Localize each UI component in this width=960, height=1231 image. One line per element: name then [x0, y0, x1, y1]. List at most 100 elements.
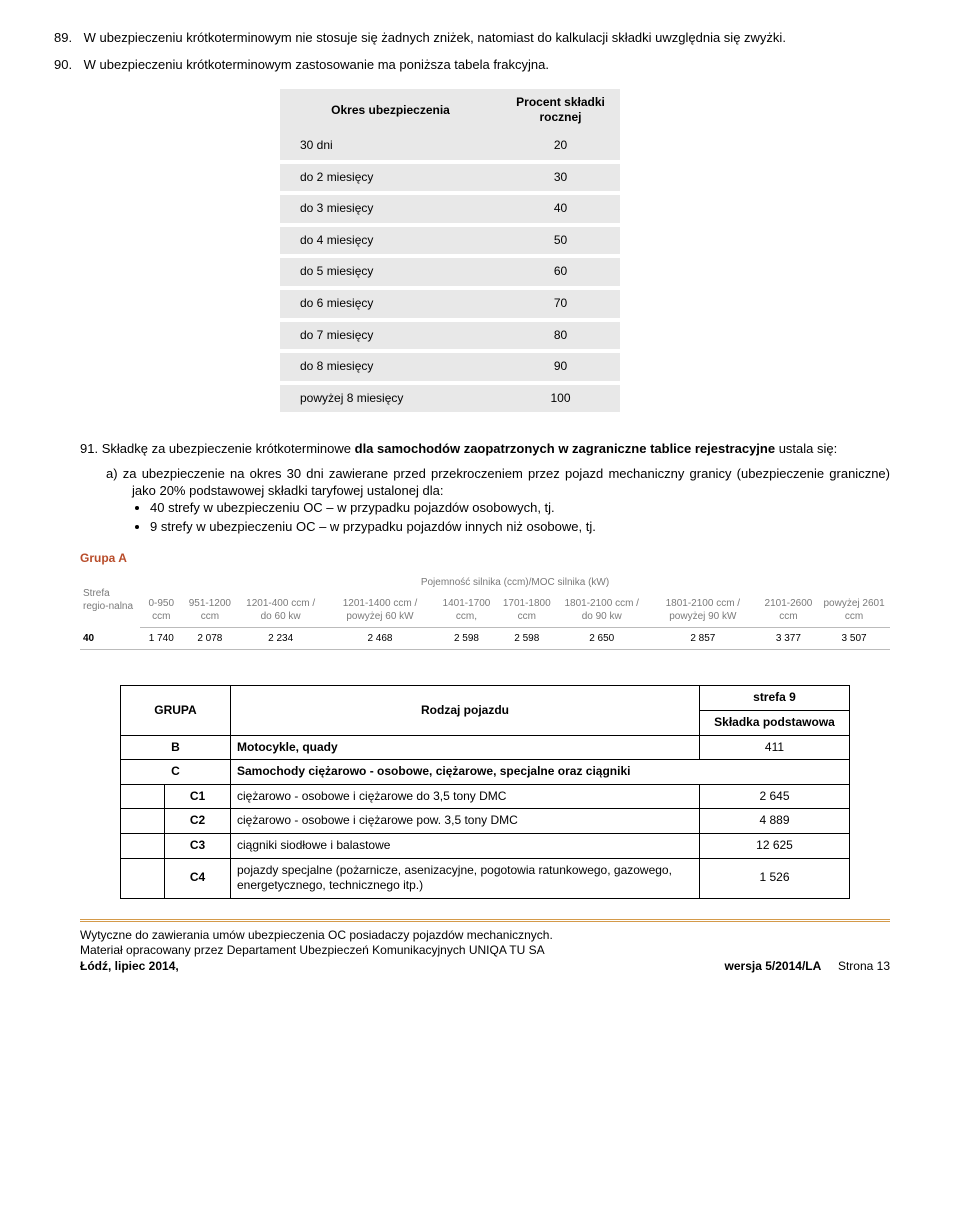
item-a-text: za ubezpieczenie na okres 30 dni zawiera… — [123, 466, 890, 498]
para91-prefix: Składkę za ubezpieczenie krótkoterminowe — [102, 441, 355, 456]
col-engine: 1201-1400 ccm / powyżej 60 kW — [324, 593, 436, 628]
cell-period: 30 dni — [280, 132, 501, 160]
cell-premium: 12 625 — [700, 833, 850, 858]
footer-version: wersja 5/2014/LA — [725, 959, 822, 973]
col-strefa9: strefa 9 — [700, 686, 850, 711]
cell-type: Motocykle, quady — [231, 735, 700, 760]
col-engine: 1401-1700 ccm, — [436, 593, 497, 628]
para91-bullets: 40 strefy w ubezpieczeniu OC – w przypad… — [150, 500, 890, 536]
cell-value: 1 740 — [140, 628, 183, 650]
cell-value: 2 650 — [556, 628, 646, 650]
cell-percent: 30 — [501, 164, 620, 192]
table-row: C4pojazdy specjalne (pożarnicze, aseniza… — [121, 858, 850, 898]
table-row: CSamochody ciężarowo - osobowe, ciężarow… — [121, 760, 850, 785]
cell-empty — [121, 858, 165, 898]
paragraph-91: 91. Składkę za ubezpieczenie krótkotermi… — [80, 441, 890, 458]
cell-period: powyżej 8 miesięcy — [280, 385, 501, 413]
table-row: C1ciężarowo - osobowe i ciężarowe do 3,5… — [121, 784, 850, 809]
table-grupa-a: Strefa regio-nalna Pojemność silnika (cc… — [80, 572, 890, 650]
col-engine: powyżej 2601 ccm — [818, 593, 890, 628]
cell-period: do 4 miesięcy — [280, 227, 501, 255]
cell-value: 2 857 — [647, 628, 759, 650]
table-row: do 2 miesięcy30 — [280, 164, 620, 192]
col-engine: 1801-2100 ccm / powyżej 90 kW — [647, 593, 759, 628]
para-num: 91. — [80, 441, 98, 456]
cell-percent: 80 — [501, 322, 620, 350]
table-row: do 6 miesięcy70 — [280, 290, 620, 318]
cell-value: 2 598 — [436, 628, 497, 650]
col-rodzaj: Rodzaj pojazdu — [231, 686, 700, 735]
paragraph-89: 89. W ubezpieczeniu krótkoterminowym nie… — [80, 30, 890, 47]
cell-period: do 8 miesięcy — [280, 353, 501, 381]
footer-line1: Wytyczne do zawierania umów ubezpieczeni… — [80, 928, 890, 944]
cell-premium: 411 — [700, 735, 850, 760]
cell-group: C3 — [165, 833, 231, 858]
item-a-label: a) — [106, 466, 118, 481]
col-group-header: Pojemność silnika (ccm)/MOC silnika (kW) — [140, 572, 890, 593]
grupa-a-title: Grupa A — [80, 551, 890, 567]
table-row: do 5 miesięcy60 — [280, 258, 620, 286]
cell-empty — [121, 809, 165, 834]
cell-value: 2 234 — [237, 628, 324, 650]
col-engine: 1801-2100 ccm / do 90 kw — [556, 593, 646, 628]
col-strefa-label: Strefa regio-nalna — [80, 572, 140, 628]
cell-value: 3 377 — [759, 628, 818, 650]
col-engine: 0-950 ccm — [140, 593, 183, 628]
cell-percent: 50 — [501, 227, 620, 255]
cell-zone: 40 — [80, 628, 140, 650]
cell-group: B — [121, 735, 231, 760]
col-okres: Okres ubezpieczenia — [280, 89, 501, 132]
footer: Wytyczne do zawierania umów ubezpieczeni… — [80, 919, 890, 975]
cell-empty — [121, 784, 165, 809]
cell-percent: 90 — [501, 353, 620, 381]
col-skladka: Składka podstawowa — [700, 710, 850, 735]
cell-group: C — [121, 760, 231, 785]
table-row: do 7 miesięcy80 — [280, 322, 620, 350]
cell-premium: 4 889 — [700, 809, 850, 834]
para91-mid: ustala się: — [775, 441, 837, 456]
cell-percent: 60 — [501, 258, 620, 286]
para91-item-a: a) za ubezpieczenie na okres 30 dni zawi… — [80, 466, 890, 500]
cell-premium: 2 645 — [700, 784, 850, 809]
cell-type: ciągniki siodłowe i balastowe — [231, 833, 700, 858]
cell-type: ciężarowo - osobowe i ciężarowe do 3,5 t… — [231, 784, 700, 809]
para-text: W ubezpieczeniu krótkoterminowym nie sto… — [84, 30, 786, 45]
cell-group: C1 — [165, 784, 231, 809]
cell-period: do 6 miesięcy — [280, 290, 501, 318]
cell-group: C2 — [165, 809, 231, 834]
table-row: BMotocykle, quady411 — [121, 735, 850, 760]
table-grupa-bc: GRUPA Rodzaj pojazdu strefa 9 Składka po… — [120, 685, 850, 898]
col-grupa: GRUPA — [121, 686, 231, 735]
cell-percent: 20 — [501, 132, 620, 160]
col-engine: 951-1200 ccm — [183, 593, 238, 628]
cell-period: do 7 miesięcy — [280, 322, 501, 350]
bullet-item: 9 strefy w ubezpieczeniu OC – w przypadk… — [150, 519, 890, 536]
paragraph-90: 90. W ubezpieczeniu krótkoterminowym zas… — [80, 57, 890, 74]
cell-percent: 40 — [501, 195, 620, 223]
footer-line2: Materiał opracowany przez Departament Ub… — [80, 943, 890, 959]
cell-premium: 1 526 — [700, 858, 850, 898]
cell-group: C4 — [165, 858, 231, 898]
table-row: do 3 miesięcy40 — [280, 195, 620, 223]
cell-value: 2 468 — [324, 628, 436, 650]
col-procent: Procent składki rocznej — [501, 89, 620, 132]
table-row: C2ciężarowo - osobowe i ciężarowe pow. 3… — [121, 809, 850, 834]
table-row: powyżej 8 miesięcy100 — [280, 385, 620, 413]
table-row: C3ciągniki siodłowe i balastowe12 625 — [121, 833, 850, 858]
table-period-premium: Okres ubezpieczenia Procent składki rocz… — [280, 89, 620, 417]
cell-value: 3 507 — [818, 628, 890, 650]
table-row: do 8 miesięcy90 — [280, 353, 620, 381]
table-row: do 4 miesięcy50 — [280, 227, 620, 255]
cell-period: do 3 miesięcy — [280, 195, 501, 223]
table-frakcyjna: Okres ubezpieczenia Procent składki rocz… — [280, 89, 620, 417]
cell-percent: 100 — [501, 385, 620, 413]
table-row: 30 dni20 — [280, 132, 620, 160]
para91-bold: dla samochodów zaopatrzonych w zagranicz… — [355, 441, 775, 456]
col-engine: 2101-2600 ccm — [759, 593, 818, 628]
col-engine: 1201-400 ccm / do 60 kw — [237, 593, 324, 628]
cell-percent: 70 — [501, 290, 620, 318]
cell-period: do 5 miesięcy — [280, 258, 501, 286]
cell-type: Samochody ciężarowo - osobowe, ciężarowe… — [231, 760, 850, 785]
cell-value: 2 078 — [183, 628, 238, 650]
bullet-item: 40 strefy w ubezpieczeniu OC – w przypad… — [150, 500, 890, 517]
